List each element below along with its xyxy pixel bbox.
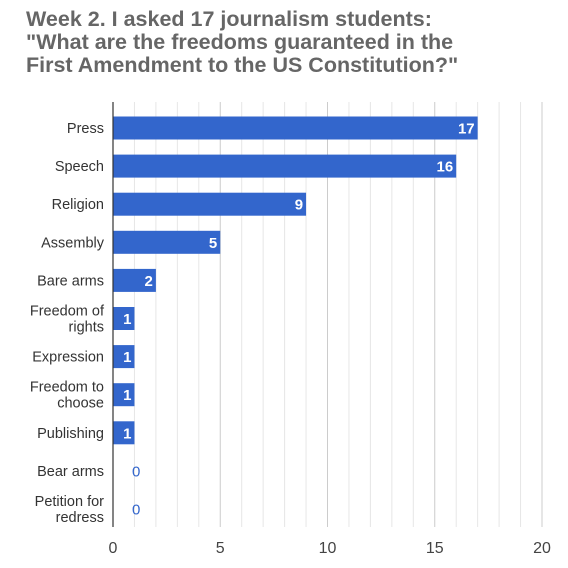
data-label: 16 — [437, 159, 454, 176]
bars — [113, 116, 478, 445]
data-label: 17 — [458, 121, 475, 138]
category-label: Religion — [52, 197, 104, 213]
data-label: 9 — [295, 197, 303, 214]
bar — [113, 268, 156, 292]
x-tick-label: 5 — [216, 540, 225, 557]
data-label: 1 — [123, 425, 131, 442]
data-label: 1 — [123, 311, 131, 328]
x-tick-label: 20 — [533, 540, 551, 557]
data-label: 0 — [132, 463, 140, 480]
category-label: redress — [56, 510, 104, 526]
chart-title: Week 2. I asked 17 journalism students: … — [26, 8, 556, 77]
x-tick-label: 10 — [319, 540, 337, 557]
category-label: Bear arms — [37, 464, 104, 480]
bar — [113, 421, 135, 445]
data-label: 0 — [132, 502, 140, 519]
chart-title-line: First Amendment to the US Constitution?" — [26, 53, 459, 77]
data-label: 2 — [145, 273, 153, 290]
bar — [113, 116, 478, 140]
chart-title-line: Week 2. I asked 17 journalism students: — [26, 7, 432, 31]
x-tick-label: 0 — [109, 540, 118, 557]
bar — [113, 345, 135, 369]
bar — [113, 383, 135, 407]
x-axis-ticks: 0 5 10 15 20 — [109, 540, 551, 557]
bar — [113, 230, 221, 254]
data-label: 1 — [123, 387, 131, 404]
value-labels: 17 16 9 5 2 1 1 1 1 0 0 — [123, 121, 475, 519]
category-label: Assembly — [41, 235, 105, 251]
category-labels: Press Speech Religion Assembly Bare arms Free… — [30, 121, 105, 526]
bar — [113, 192, 307, 216]
data-label: 1 — [123, 349, 131, 366]
category-label: choose — [57, 396, 104, 412]
category-label: Petition for — [35, 494, 104, 510]
category-label: rights — [69, 320, 104, 336]
category-label: Expression — [32, 350, 104, 366]
bar — [113, 154, 457, 178]
data-label: 5 — [209, 235, 217, 252]
category-label: Publishing — [37, 426, 104, 442]
category-label: Freedom to — [30, 380, 104, 396]
chart-title-line: "What are the freedoms guaranteed in the — [26, 30, 454, 54]
category-label: Speech — [55, 159, 104, 175]
category-label: Freedom of — [30, 304, 105, 320]
bar — [113, 307, 135, 330]
category-label: Bare arms — [37, 273, 104, 289]
x-tick-label: 15 — [426, 540, 444, 557]
category-label: Press — [67, 121, 104, 137]
